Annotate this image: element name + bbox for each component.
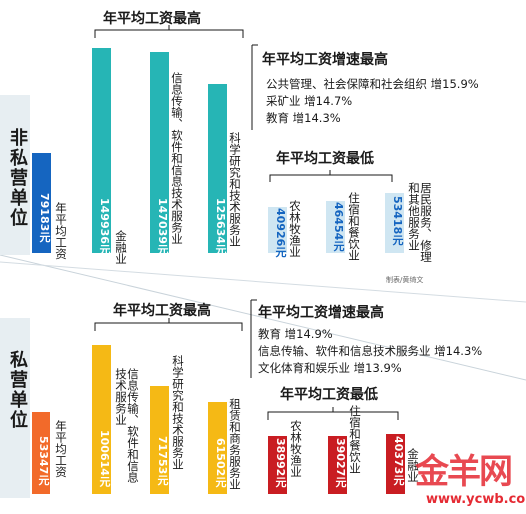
bar-value-label: 61502元	[214, 438, 227, 488]
bar-highest	[208, 402, 227, 494]
bar-category-label: 金融业	[406, 448, 420, 483]
growth-item: 信息传输、软件和信息技术服务业 增14.3%	[258, 344, 483, 358]
bar-value-label: 147039元	[156, 198, 169, 255]
bar-category-label: 年平均工资	[54, 420, 68, 478]
highest-title-nonprivate: 年平均工资最高	[103, 11, 201, 27]
growth-item: 采矿业 增14.7%	[266, 94, 353, 108]
bar-category-label: 科学研究和技术服务业	[171, 355, 185, 470]
growth-item: 教育 增14.3%	[266, 111, 341, 125]
bar-average	[32, 153, 51, 253]
bar-lowest	[268, 207, 287, 253]
growth-item: 教育 增14.9%	[258, 327, 333, 341]
section-label-nonprivate: 非私营单位	[7, 128, 28, 228]
bar-highest	[208, 84, 227, 253]
bar-value-label: 46454元	[332, 202, 345, 252]
bar-category-label: 住宿和餐饮业	[348, 405, 362, 474]
growth-item: 公共管理、社会保障和社会组织 增15.9%	[266, 77, 479, 91]
bar-lowest	[328, 436, 347, 494]
growth-title-private: 年平均工资增速最高	[258, 305, 384, 321]
bar-category-label: 农林牧渔业	[288, 200, 302, 258]
section-label-private: 私营单位	[7, 350, 28, 430]
bar-value-label: 125634元	[214, 198, 227, 255]
bar-lowest	[385, 193, 404, 253]
lowest-title-nonprivate: 年平均工资最低	[276, 151, 374, 167]
highest-title-private: 年平均工资最高	[113, 303, 211, 319]
wave-line	[0, 261, 526, 303]
bar-category-label: 金融业	[114, 230, 128, 265]
bar-lowest	[268, 436, 287, 494]
bar-highest	[150, 386, 169, 494]
bar-value-label: 39027元	[334, 438, 347, 488]
bar-average	[32, 412, 50, 494]
bar-lowest	[326, 201, 345, 253]
lowest-title-private: 年平均工资最低	[280, 387, 378, 403]
wave-line	[0, 254, 526, 381]
bar-highest	[150, 52, 169, 253]
section-label-band	[0, 95, 30, 255]
bar-category-label: 居民服务、修理和其他服务业	[407, 182, 433, 263]
bar-value-label: 149936元	[98, 198, 111, 255]
bar-category-label: 农林牧渔业	[289, 420, 303, 478]
bar-category-label: 年平均工资	[54, 202, 68, 260]
bar-value-label: 100614元	[98, 430, 111, 487]
bar-category-label: 租赁和商务服务业	[228, 398, 242, 490]
bar-value-label: 40926元	[274, 208, 287, 258]
bar-category-label: 住宿和餐饮业	[347, 192, 361, 261]
bar-value-label: 40373元	[392, 436, 405, 486]
bar-category-label: 科学研究和技术服务业	[228, 132, 242, 247]
section-label-band	[0, 318, 30, 498]
bar-lowest	[386, 434, 405, 494]
bar-category-label: 信息传输、软件和信息技术服务业	[170, 72, 184, 245]
bar-value-label: 53347元	[37, 436, 50, 486]
growth-item: 文化体育和娱乐业 增13.9%	[258, 361, 402, 375]
credit: 制表/黄绮文	[386, 276, 424, 284]
bar-highest	[92, 48, 111, 253]
bar-highest	[92, 345, 111, 494]
growth-title-nonprivate: 年平均工资增速最高	[262, 52, 388, 68]
bar-value-label: 53418元	[391, 196, 404, 246]
bar-category-label: 信息传输、软件和信息技术服务业	[114, 368, 140, 483]
watermark-url: www.ycwb.com	[426, 492, 526, 507]
bar-value-label: 38992元	[274, 438, 287, 488]
watermark-logo: 金羊网	[415, 452, 513, 492]
bar-value-label: 79183元	[38, 193, 51, 243]
bar-value-label: 71753元	[156, 436, 169, 486]
